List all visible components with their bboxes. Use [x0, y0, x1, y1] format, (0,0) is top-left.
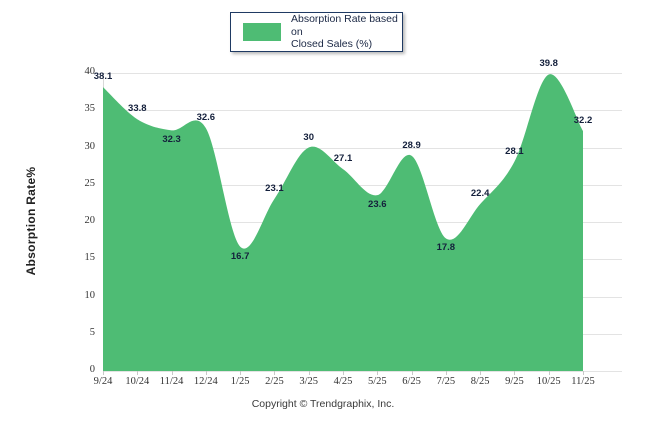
- x-tick-mark: [308, 371, 310, 375]
- x-tick-label: 10/25: [536, 376, 561, 387]
- gridline: [103, 371, 622, 372]
- data-label: 28.1: [505, 145, 524, 157]
- gridline: [103, 147, 622, 149]
- x-tick-label: 11/25: [571, 376, 595, 387]
- data-label: 32.3: [162, 134, 181, 146]
- gridline: [103, 73, 622, 74]
- data-label: 17.8: [436, 242, 456, 254]
- x-tick-mark: [583, 371, 584, 375]
- copyright-footer: Copyright © Trendgraphix, Inc.: [251, 398, 395, 410]
- x-tick-mark: [205, 371, 207, 375]
- y-tick-label: 0: [89, 364, 95, 375]
- y-tick-label: 25: [84, 177, 96, 189]
- gridline: [103, 110, 622, 112]
- y-axis-title-wrap: Absorption Rate%: [20, 110, 42, 340]
- x-tick-label: 10/24: [125, 376, 150, 387]
- y-tick-label: 30: [84, 140, 96, 152]
- legend-label: Absorption Rate based on Closed Sales (%…: [291, 13, 398, 51]
- x-tick-mark: [377, 371, 379, 375]
- plot-area: [103, 73, 622, 371]
- y-tick-label: 20: [84, 215, 96, 226]
- x-tick-mark: [514, 371, 516, 375]
- x-tick-mark: [343, 371, 344, 375]
- x-tick-label: 1/25: [230, 376, 250, 387]
- x-tick-mark: [480, 371, 482, 375]
- y-axis-title: Absorption Rate%: [24, 166, 38, 276]
- x-tick-mark: [103, 371, 104, 375]
- area-series-absorption-rate: [103, 74, 583, 371]
- x-tick-label: 7/25: [436, 376, 456, 387]
- x-tick-mark: [240, 371, 242, 375]
- y-tick-label: 40: [84, 66, 96, 77]
- data-label: 39.8: [539, 58, 558, 70]
- x-tick-mark: [274, 371, 276, 375]
- x-tick-label: 5/25: [367, 376, 387, 387]
- x-tick-mark: [171, 371, 173, 375]
- x-tick-label: 6/25: [402, 376, 421, 387]
- x-tick-label: 11/24: [159, 376, 184, 387]
- x-tick-mark: [137, 371, 139, 375]
- y-tick-label: 15: [84, 252, 96, 264]
- gridline: [103, 184, 622, 186]
- data-label: 30: [303, 131, 314, 143]
- y-tick-label: 35: [84, 103, 96, 115]
- data-label: 32.2: [573, 115, 593, 127]
- x-tick-label: 4/25: [333, 376, 353, 387]
- data-label: 16.7: [230, 250, 250, 262]
- x-tick-label: 9/25: [505, 376, 524, 387]
- data-label: 22.4: [470, 188, 490, 200]
- x-tick-mark: [411, 371, 413, 375]
- x-tick-label: 9/24: [93, 376, 113, 387]
- data-label: 23.1: [265, 182, 284, 194]
- x-tick-label: 2/25: [265, 376, 284, 387]
- data-label: 27.1: [333, 153, 353, 165]
- data-label: 33.8: [128, 103, 147, 115]
- data-label: 23.6: [368, 199, 387, 211]
- area-fill: [103, 74, 583, 371]
- x-tick-mark: [445, 371, 447, 375]
- y-tick-label: 5: [89, 326, 95, 338]
- x-tick-label: 8/25: [470, 376, 490, 387]
- data-label: 38.1: [93, 71, 113, 83]
- data-label: 32.6: [196, 112, 216, 124]
- y-tick-label: 10: [84, 289, 96, 301]
- x-tick-label: 3/25: [299, 376, 319, 387]
- legend-swatch-absorption-rate: [243, 23, 281, 41]
- x-tick-mark: [548, 371, 550, 375]
- x-tick-label: 12/24: [193, 376, 218, 387]
- chart-legend: Absorption Rate based on Closed Sales (%…: [230, 12, 403, 52]
- data-label: 28.9: [402, 139, 421, 151]
